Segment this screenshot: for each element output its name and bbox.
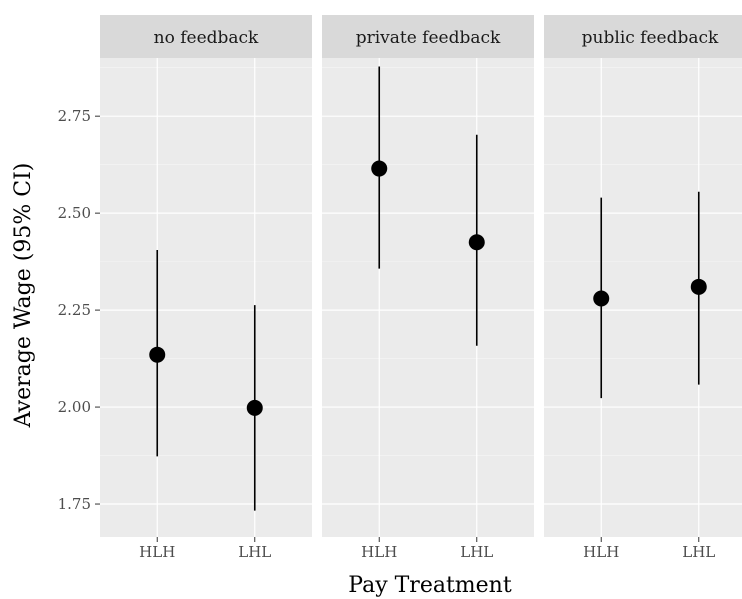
data-point: [246, 399, 263, 416]
x-tick-label: HLH: [139, 543, 175, 561]
data-point: [690, 278, 707, 295]
data-point: [593, 290, 610, 307]
y-axis: 1.75 2.00 2.25 2.50 2.75: [58, 107, 100, 513]
data-point: [468, 234, 485, 251]
facet-strip: [544, 15, 742, 58]
x-axis-title: Pay Treatment: [348, 573, 512, 598]
y-tick-label: 1.75: [58, 495, 91, 513]
facet-panel: private feedback HLH LHL: [322, 15, 534, 561]
facet-panel: public feedback HLH LHL: [544, 15, 742, 561]
y-axis-title: Average Wage (95% CI): [11, 163, 36, 429]
panel-background: [544, 58, 742, 537]
x-tick-label: LHL: [238, 543, 271, 561]
facet-strip-label: private feedback: [356, 28, 501, 48]
panel-background: [322, 58, 534, 537]
facet-strip: [100, 15, 312, 58]
x-tick-label: HLH: [361, 543, 397, 561]
y-tick-label: 2.00: [58, 398, 91, 416]
facet-strip-label: no feedback: [154, 28, 259, 48]
x-tick-label: HLH: [583, 543, 619, 561]
y-tick-label: 2.50: [58, 204, 91, 222]
x-tick-label: LHL: [460, 543, 493, 561]
panel-background: [100, 58, 312, 537]
facet-panel: no feedback HLH LHL: [100, 15, 312, 561]
data-point: [371, 160, 388, 177]
facet-strip-label: public feedback: [582, 28, 719, 48]
x-tick-label: LHL: [682, 543, 715, 561]
y-tick-label: 2.75: [58, 107, 91, 125]
data-point: [149, 346, 166, 363]
y-tick-label: 2.25: [58, 301, 91, 319]
facet-strip: [322, 15, 534, 58]
